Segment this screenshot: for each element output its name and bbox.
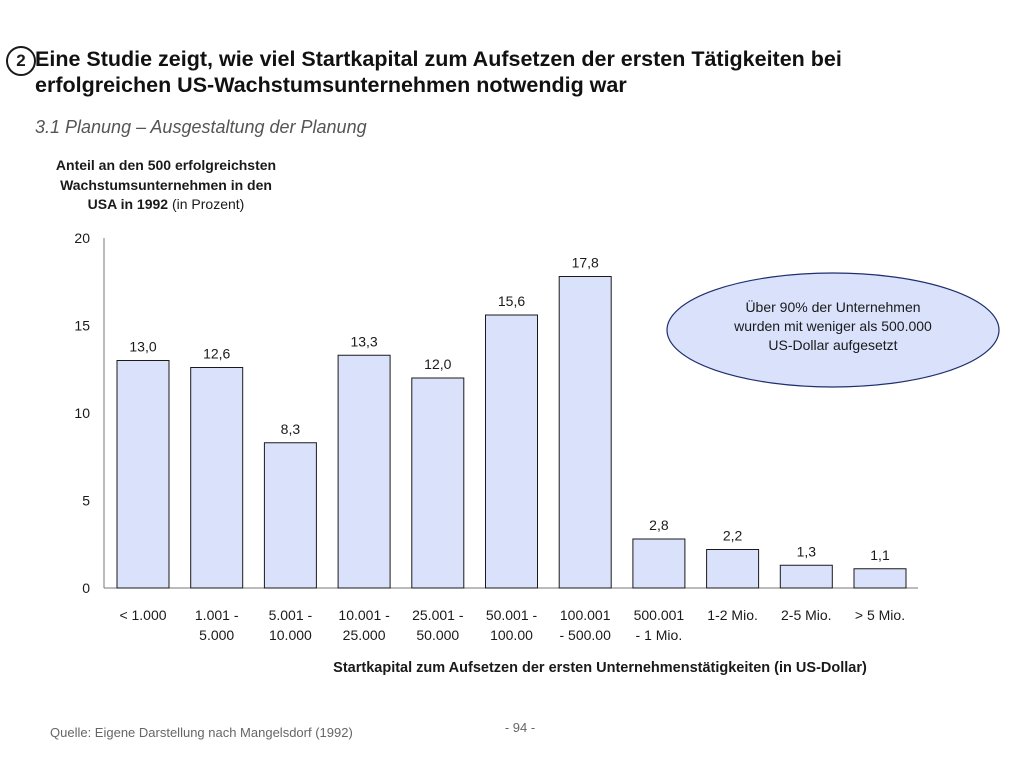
bar	[558, 276, 612, 589]
x-tick-label: 5.001 -	[269, 607, 313, 623]
source-note: Quelle: Eigene Darstellung nach Mangelsd…	[50, 725, 353, 740]
bar	[706, 549, 760, 589]
title-line-2: erfolgreichen US-Wachstumsunternehmen no…	[35, 73, 627, 97]
callout-line-1: Über 90% der Unternehmen	[745, 299, 921, 315]
x-tick-label: 50.000	[416, 627, 459, 643]
bar-value-label: 2,2	[723, 528, 743, 544]
bar-value-label: 1,1	[870, 547, 890, 563]
x-tick-label: 500.001	[634, 607, 685, 623]
y-axis-title-line-2: Wachstumsunternehmen in den	[60, 176, 272, 193]
y-axis-unit: (in Prozent)	[168, 196, 245, 212]
x-axis-title: Startkapital zum Aufsetzen der ersten Un…	[333, 660, 867, 676]
bar-value-label: 17,8	[572, 255, 599, 271]
y-axis-title-line-3: USA in 1992	[87, 196, 169, 212]
x-tick-label: 25.000	[343, 627, 386, 643]
x-tick-label: 1-2 Mio.	[707, 607, 758, 623]
y-tick-label: 0	[82, 580, 90, 596]
bar-value-label: 12,6	[203, 346, 230, 362]
x-tick-label: - 1 Mio.	[636, 627, 683, 643]
bar	[853, 568, 907, 589]
callout-line-3: US-Dollar aufgesetzt	[768, 337, 898, 353]
bar	[779, 564, 833, 589]
bar-value-label: 1,3	[797, 543, 817, 559]
page-title: Eine Studie zeigt, wie viel Startkapital…	[35, 46, 995, 98]
x-tick-label: 2-5 Mio.	[781, 607, 832, 623]
x-tick-label: 100.001	[560, 607, 611, 623]
x-tick-label: 10.001 -	[338, 607, 390, 623]
x-tick-label: 10.000	[269, 627, 312, 643]
y-tick-label: 20	[74, 230, 90, 246]
x-tick-label: < 1.000	[119, 607, 166, 623]
callout-text: Über 90% der Unternehmen wurden mit weni…	[668, 298, 998, 355]
page-subtitle: 3.1 Planung – Ausgestaltung der Planung	[35, 117, 367, 137]
bar	[632, 538, 686, 589]
bar	[337, 354, 391, 589]
y-tick-label: 10	[74, 405, 90, 421]
x-tick-label: - 500.00	[560, 627, 612, 643]
callout-ellipse	[666, 272, 1000, 388]
bar	[263, 442, 317, 589]
slide-number-badge: 2	[6, 46, 36, 76]
x-tick-label: > 5 Mio.	[855, 607, 905, 623]
bar	[485, 314, 538, 589]
x-tick-label: 5.000	[199, 627, 234, 643]
y-tick-label: 15	[74, 318, 90, 334]
bar	[411, 377, 465, 589]
x-tick-label: 1.001 -	[195, 607, 239, 623]
x-tick-label: 25.001 -	[412, 607, 464, 623]
bar	[116, 360, 170, 589]
y-axis-title: Anteil an den 500 erfolgreichsten Wachst…	[20, 156, 312, 215]
x-tick-label: 50.001 -	[486, 607, 538, 623]
bar-value-label: 13,3	[350, 333, 377, 349]
bar-value-label: 8,3	[281, 421, 301, 437]
page-number: - 94 -	[504, 720, 536, 735]
x-tick-label: 100.00	[490, 627, 533, 643]
y-tick-label: 5	[82, 493, 90, 509]
bar	[190, 367, 244, 589]
bar-value-label: 15,6	[498, 293, 525, 309]
y-axis-title-line-1: Anteil an den 500 erfolgreichsten	[55, 157, 277, 173]
callout-line-2: wurden mit weniger als 500.000	[734, 318, 932, 334]
bar-value-label: 2,8	[649, 517, 669, 533]
title-line-1: Eine Studie zeigt, wie viel Startkapital…	[35, 47, 842, 71]
bar-value-label: 13,0	[129, 339, 156, 355]
bar-value-label: 12,0	[424, 356, 451, 372]
